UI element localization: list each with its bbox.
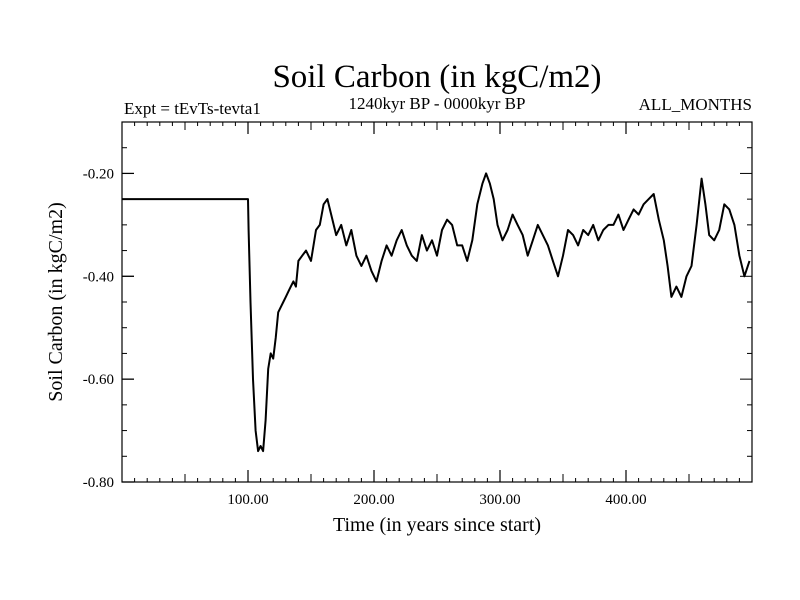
y-axis: -0.20 -0.40 -0.60 -0.80 xyxy=(83,147,752,491)
y-tick-label: -0.80 xyxy=(83,475,114,491)
x-tick-label: 200.00 xyxy=(353,492,394,508)
y-tick-label: -0.40 xyxy=(83,269,114,285)
x-tick-label: 100.00 xyxy=(227,492,268,508)
experiment-label: Expt = tEvTs-tevta1 xyxy=(124,99,261,118)
y-tick-label: -0.20 xyxy=(83,166,114,182)
x-tick-label: 400.00 xyxy=(605,492,646,508)
chart-subtitle: 1240kyr BP - 0000kyr BP xyxy=(349,94,526,113)
plot-area xyxy=(122,172,751,453)
x-axis: 100.00 200.00 300.00 400.00 xyxy=(134,122,740,508)
y-tick-label: -0.60 xyxy=(83,372,114,388)
chart-title: Soil Carbon (in kgC/m2) xyxy=(272,59,601,95)
x-axis-label: Time (in years since start) xyxy=(333,514,541,536)
y-axis-label: Soil Carbon (in kgC/m2) xyxy=(45,202,67,401)
series-line-0 xyxy=(122,172,751,453)
months-label: ALL_MONTHS xyxy=(639,95,752,114)
x-tick-label: 300.00 xyxy=(479,492,520,508)
